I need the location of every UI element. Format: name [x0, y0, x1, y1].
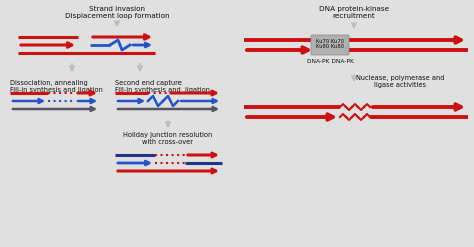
FancyBboxPatch shape	[0, 0, 236, 247]
FancyBboxPatch shape	[311, 35, 349, 55]
Text: Second end capture
Fill-in synthesis and  ligation: Second end capture Fill-in synthesis and…	[115, 80, 210, 93]
Text: Dissociation, annealing
Fill-in synthesis and ligation: Dissociation, annealing Fill-in synthesi…	[10, 80, 103, 93]
FancyBboxPatch shape	[233, 0, 474, 247]
Text: Strand invasion
Displacement loop formation: Strand invasion Displacement loop format…	[65, 6, 169, 19]
Text: DNA protein-kinase
recruitment: DNA protein-kinase recruitment	[319, 6, 389, 19]
Text: Holiday junction resolution
with cross-over: Holiday junction resolution with cross-o…	[123, 132, 213, 145]
Text: DNA-PK DNA-PK: DNA-PK DNA-PK	[307, 59, 354, 64]
Text: Ku70 Ku70
Ku80 Ku80: Ku70 Ku70 Ku80 Ku80	[316, 39, 344, 49]
Text: Nuclease, polymerase and
ligase activities: Nuclease, polymerase and ligase activiti…	[356, 75, 444, 88]
